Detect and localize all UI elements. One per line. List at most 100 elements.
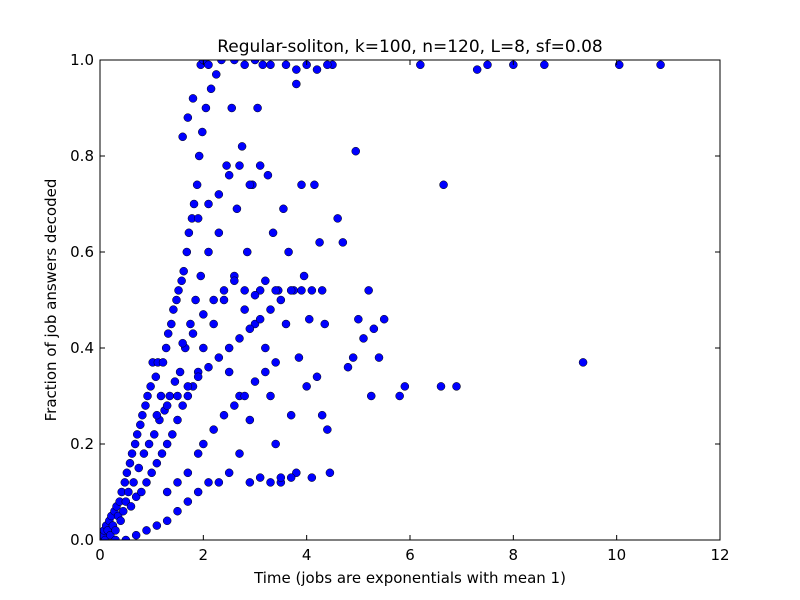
data-point (333, 214, 342, 223)
x-tick-label: 4 (302, 546, 312, 564)
data-point (245, 415, 255, 425)
data-point (138, 410, 147, 420)
data-point (193, 487, 203, 497)
data-point (120, 478, 130, 487)
data-point (193, 214, 203, 223)
data-point (144, 439, 154, 449)
data-point (294, 353, 304, 362)
data-point (173, 478, 182, 487)
data-point (266, 391, 275, 401)
data-point (124, 487, 133, 497)
data-point (364, 286, 373, 295)
data-point (320, 319, 329, 329)
data-point (240, 60, 249, 70)
data-point (253, 103, 262, 113)
data-point (286, 286, 296, 295)
data-point (250, 60, 260, 65)
x-tick-label: 8 (509, 546, 519, 564)
data-point (359, 334, 368, 343)
data-point (209, 319, 218, 329)
data-point (157, 449, 167, 458)
data-point (209, 425, 218, 434)
x-axis-label: Time (jobs are exponentials with mean 1) (253, 569, 566, 587)
data-point (156, 391, 166, 401)
data-point (134, 463, 143, 473)
data-point (367, 391, 376, 401)
data-point (271, 286, 280, 295)
data-point (266, 305, 275, 314)
data-point (351, 146, 360, 156)
data-point (245, 180, 255, 190)
data-point (292, 79, 301, 89)
data-point (261, 343, 270, 353)
data-point (183, 113, 193, 122)
data-point (286, 410, 296, 420)
x-tick-label: 10 (607, 546, 626, 564)
data-point (243, 247, 252, 257)
y-tick-label: 0.4 (70, 339, 94, 357)
data-point (198, 127, 207, 137)
data-point (170, 377, 180, 386)
data-point (276, 473, 286, 482)
data-point (186, 319, 195, 329)
data-point (162, 516, 172, 526)
data-point (305, 314, 314, 324)
data-point (255, 161, 265, 170)
data-point (297, 180, 306, 190)
data-point (615, 60, 624, 70)
data-point (472, 65, 482, 74)
data-point (268, 228, 278, 238)
data-point (317, 410, 327, 420)
data-point (395, 391, 404, 401)
y-tick-label: 1.0 (70, 51, 94, 69)
data-point (177, 276, 186, 286)
y-tick-label: 0.8 (70, 147, 94, 165)
data-point (235, 449, 244, 458)
data-point (131, 530, 141, 540)
data-point (271, 439, 280, 449)
data-point (348, 353, 358, 362)
data-points (100, 60, 665, 540)
data-point (219, 410, 229, 420)
y-tick-label: 0.6 (70, 243, 94, 261)
data-point (235, 161, 244, 170)
data-point (188, 329, 198, 338)
data-point (132, 430, 142, 439)
x-tick-label: 12 (710, 546, 729, 564)
data-point (142, 478, 151, 487)
data-point (258, 60, 267, 70)
data-point (230, 60, 239, 65)
data-point (119, 506, 128, 516)
data-point (183, 468, 193, 478)
data-point (143, 391, 152, 401)
data-point (111, 535, 120, 540)
data-point (578, 358, 588, 367)
data-point (193, 449, 203, 458)
y-axis-label: Fraction of job answers decoded (42, 179, 60, 422)
data-point (224, 367, 234, 377)
data-point (111, 526, 120, 535)
data-point (209, 295, 218, 305)
data-point (136, 420, 145, 430)
data-point (204, 199, 213, 209)
data-point (307, 286, 317, 295)
data-point (214, 478, 224, 487)
data-point (400, 382, 410, 391)
data-point (167, 319, 176, 329)
data-point (325, 468, 335, 478)
data-point (194, 151, 204, 161)
data-point (266, 478, 275, 487)
data-point (250, 290, 260, 300)
data-point (224, 170, 234, 180)
y-axis-ticks: 0.0 0.2 0.4 0.6 0.8 1.0 (70, 51, 720, 549)
data-point (162, 401, 172, 410)
data-point (162, 487, 172, 497)
data-point (173, 415, 182, 425)
data-point (130, 439, 140, 449)
data-point (129, 478, 138, 487)
data-point (165, 391, 174, 401)
data-point (174, 286, 183, 295)
data-point (146, 382, 155, 391)
data-point (193, 372, 203, 382)
